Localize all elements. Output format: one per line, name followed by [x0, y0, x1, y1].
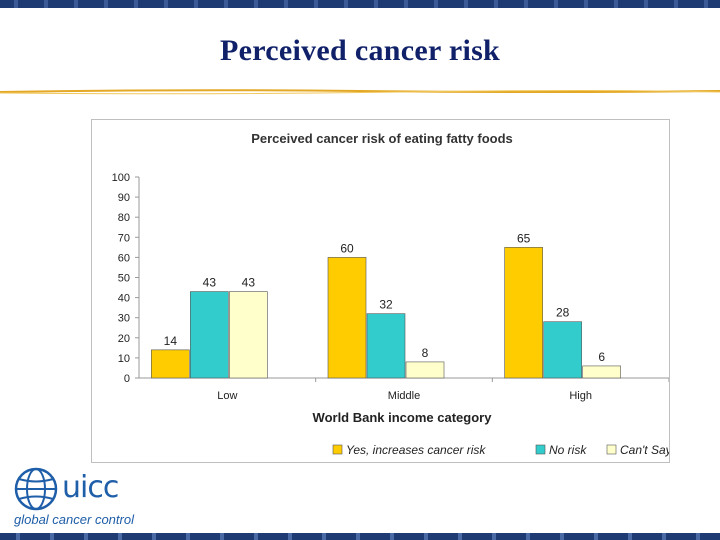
y-tick-label: 20 [118, 333, 130, 345]
y-tick-label: 70 [118, 232, 130, 244]
bar-chart: Perceived cancer risk of eating fatty fo… [112, 131, 669, 457]
y-tick-label: 80 [118, 212, 130, 224]
y-tick-label: 60 [118, 252, 130, 264]
data-label: 6 [598, 350, 605, 364]
bottom-decorative-bar [0, 533, 720, 540]
bar [504, 247, 543, 379]
logo-tagline: global cancer control [14, 512, 134, 527]
bar [543, 321, 582, 379]
x-axis-label: World Bank income category [313, 410, 493, 425]
legend-swatch [606, 444, 617, 455]
data-label: 43 [242, 276, 256, 290]
y-tick-label: 0 [124, 373, 130, 385]
x-tick-label: Low [217, 390, 237, 402]
y-tick-label: 50 [118, 273, 130, 285]
uicc-logo: uicc global cancer control [10, 462, 150, 532]
bar [405, 361, 445, 379]
data-label: 60 [340, 241, 354, 255]
data-label: 32 [379, 298, 393, 312]
legend-swatch [535, 444, 546, 455]
bar [582, 365, 621, 379]
legend-entry: Can't Say [620, 443, 669, 457]
top-decorative-bar [0, 0, 720, 8]
bar [366, 313, 406, 379]
slide-title: Perceived cancer risk [219, 34, 501, 67]
legend-swatch [332, 444, 343, 455]
bar [229, 291, 268, 379]
y-tick-label: 100 [112, 172, 130, 184]
data-label: 8 [422, 346, 429, 360]
bar [151, 349, 190, 379]
data-label: 65 [517, 231, 531, 245]
data-label: 43 [203, 276, 217, 290]
x-tick-label: High [569, 390, 592, 402]
data-label: 14 [164, 334, 178, 348]
y-tick-label: 90 [118, 192, 130, 204]
legend-entry: No risk [549, 443, 587, 457]
y-tick-label: 30 [118, 313, 130, 325]
legend-entry: Yes, increases cancer risk [346, 443, 486, 457]
y-tick-label: 40 [118, 293, 130, 305]
title-divider [0, 89, 720, 95]
x-tick-label: Middle [388, 390, 420, 402]
logo-wordmark: uicc [62, 470, 119, 505]
bar [190, 291, 229, 379]
chart-title: Perceived cancer risk of eating fatty fo… [251, 131, 513, 146]
data-label: 28 [556, 306, 570, 320]
globe-icon [14, 467, 58, 511]
bar [327, 257, 367, 379]
y-tick-label: 10 [118, 353, 130, 365]
chart-frame: Perceived cancer risk of eating fatty fo… [91, 119, 670, 463]
